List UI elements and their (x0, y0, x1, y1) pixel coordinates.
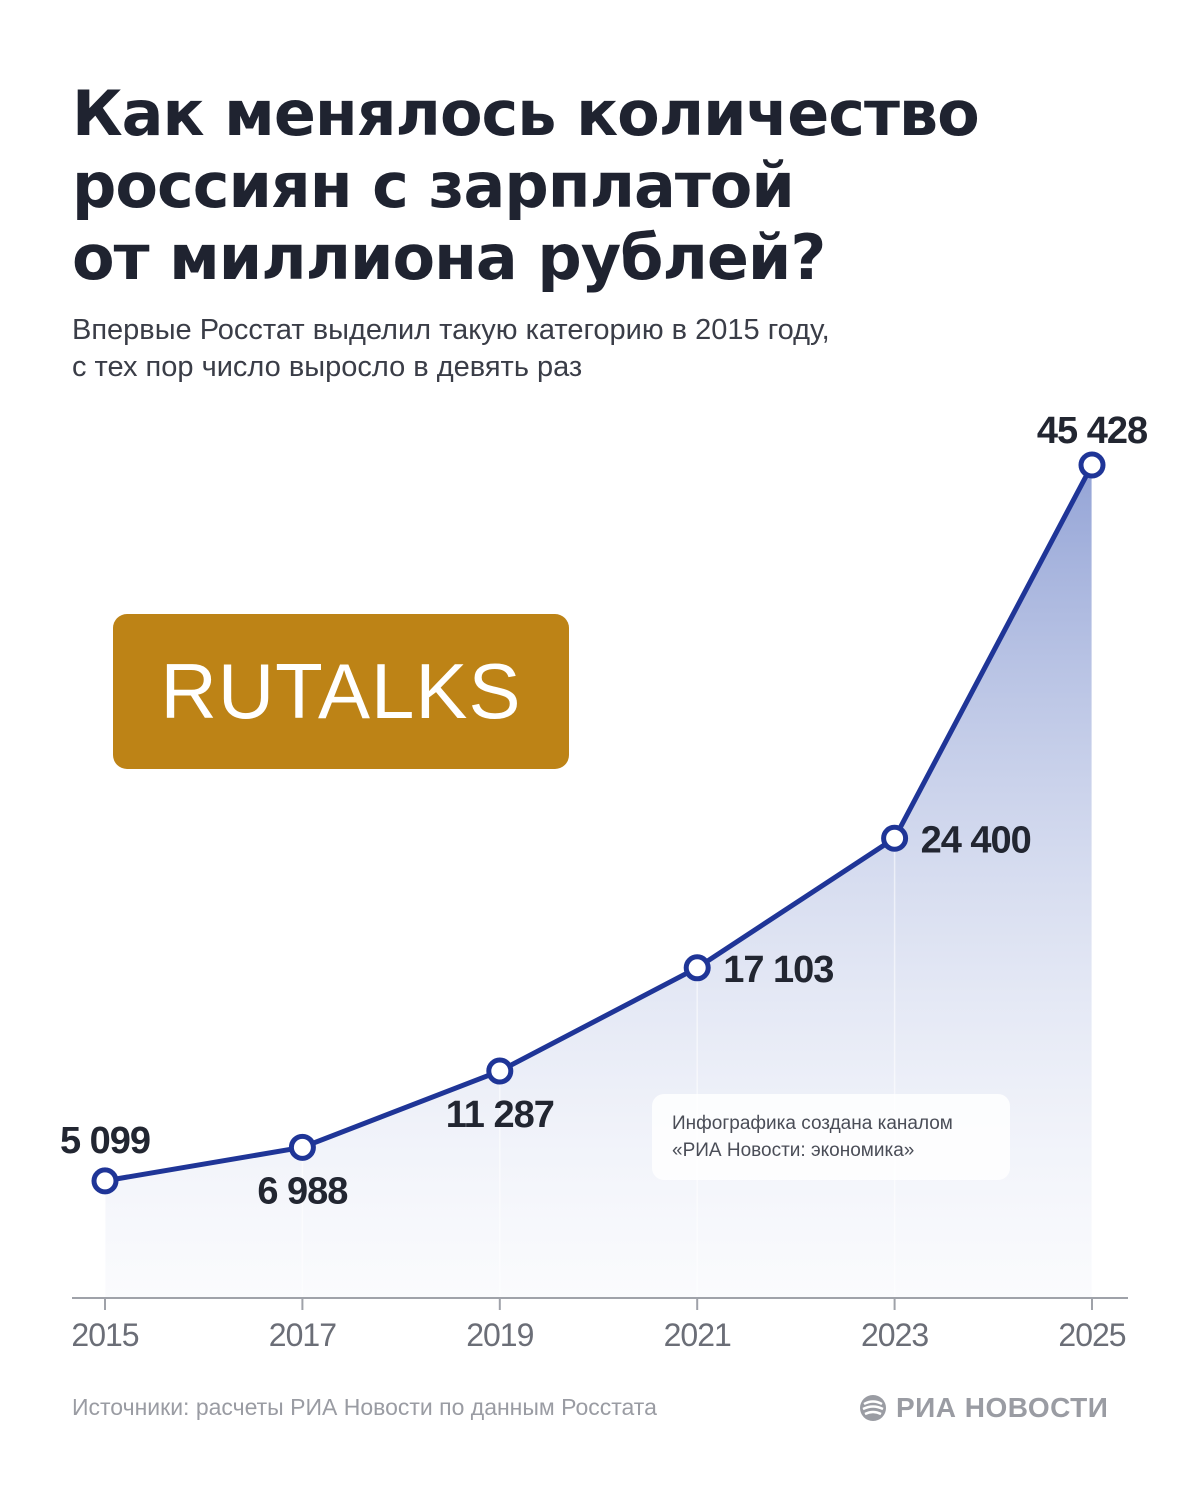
x-tick-label: 2021 (664, 1317, 731, 1353)
data-point-marker (288, 1133, 316, 1161)
x-tick-label: 2023 (861, 1317, 928, 1353)
page-title: Как менялось количество россиян с зарпла… (72, 78, 1072, 294)
data-point-marker (91, 1167, 119, 1195)
x-tick-label: 2025 (1058, 1317, 1125, 1353)
credit-box: Инфографика создана каналом «РИА Новости… (652, 1094, 1010, 1180)
data-point-marker (1078, 451, 1106, 479)
source-note: Источники: расчеты РИА Новости по данным… (72, 1394, 657, 1420)
data-label: 11 287 (446, 1094, 554, 1136)
data-point-marker (881, 824, 909, 852)
x-tick-label: 2017 (269, 1317, 336, 1353)
ria-logo-icon (860, 1395, 886, 1421)
brand-name: РИА НОВОСТИ (896, 1392, 1109, 1423)
rutalks-watermark: RUTALKS (113, 614, 569, 769)
series-line (104, 463, 1095, 1184)
subtitle-line: с тех пор число выросло в девять раз (72, 351, 583, 383)
x-tick-label: 2019 (466, 1317, 533, 1353)
data-point-marker (683, 954, 711, 982)
page-subtitle: Впервые Росстат выделил такую категорию … (72, 312, 1072, 386)
title-line: россиян с зарплатой (72, 149, 795, 222)
watermark-text: RUTALKS (160, 647, 522, 735)
data-label: 45 428 (1037, 410, 1147, 452)
credit-line: Инфографика создана каналом (672, 1113, 953, 1134)
data-label: 24 400 (921, 819, 1031, 861)
ria-brand[interactable]: РИА НОВОСТИ (858, 1392, 1108, 1424)
subtitle-line: Впервые Росстат выделил такую категорию … (72, 314, 830, 346)
data-label: 17 103 (723, 949, 833, 991)
credit-line: «РИА Новости: экономика» (672, 1140, 915, 1161)
data-point-marker (486, 1057, 514, 1085)
title-line: Как менялось количество (72, 77, 980, 150)
data-label: 5 099 (60, 1120, 150, 1162)
x-tick-label: 2015 (71, 1317, 138, 1353)
chart-area-fill (105, 465, 1092, 1298)
data-label: 6 988 (257, 1170, 347, 1212)
title-line: от миллиона рублей? (72, 221, 826, 294)
